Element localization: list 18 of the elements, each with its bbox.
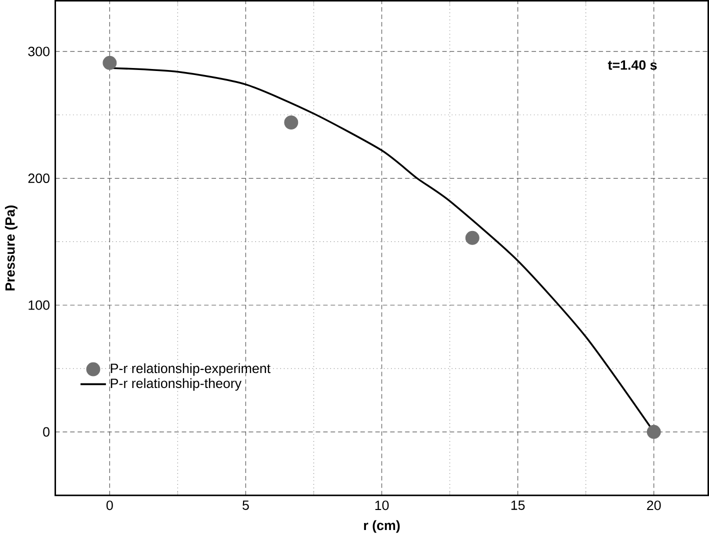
y-tick-label: 200 <box>28 174 50 184</box>
y-axis-title: Pressure (Pa) <box>4 206 18 290</box>
y-tick-label: 100 <box>28 300 50 310</box>
annotation: t=1.40 s <box>608 60 657 70</box>
x-tick-label: 20 <box>647 500 661 510</box>
point <box>102 56 117 70</box>
x-axis-title: r (cm) <box>364 520 400 533</box>
legend-label: P-r relationship-experiment <box>110 363 270 376</box>
legend-label: P-r relationship-theory <box>110 378 242 391</box>
point <box>646 425 661 440</box>
y-tick-label: 0 <box>43 427 50 437</box>
x-tick-label: 0 <box>106 500 113 510</box>
x-tick-label: 10 <box>375 500 389 510</box>
x-tick-label: 5 <box>242 500 249 510</box>
point <box>465 231 480 246</box>
x-tick-label: 15 <box>511 500 525 510</box>
y-tick-label: 300 <box>28 46 50 56</box>
point <box>284 116 298 130</box>
